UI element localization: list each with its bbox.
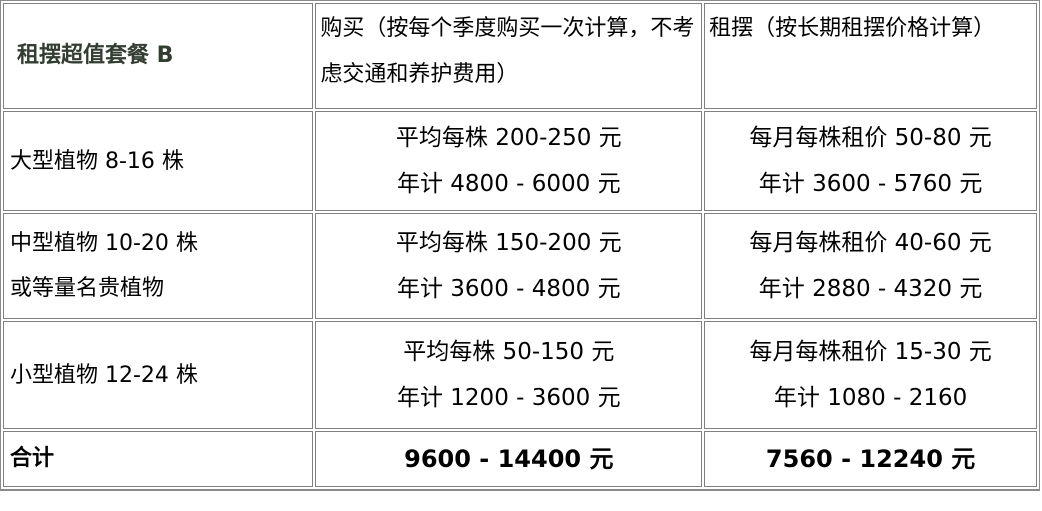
total-buy-cell: 9600 - 14400 元 bbox=[315, 431, 703, 487]
buy-column-header: 购买（按每个季度购买一次计算，不考虑交通和养护费用） bbox=[315, 3, 703, 109]
unit-price-line: 平均每株 150-200 元 bbox=[395, 230, 622, 256]
annual-total-line: 年计 2880 - 4320 元 bbox=[758, 276, 983, 302]
row-total: 合计 9600 - 14400 元 7560 - 12240 元 bbox=[3, 431, 1037, 487]
unit-price-line: 平均每株 50-150 元 bbox=[403, 339, 615, 365]
item-label: 大型植物 8-16 株 bbox=[10, 148, 184, 174]
item-label-line2: 或等量名贵植物 bbox=[10, 276, 165, 301]
item-label: 中型植物 10-20 株 bbox=[10, 231, 198, 256]
unit-price-line: 每月每株租价 15-30 元 bbox=[749, 339, 992, 365]
unit-price-line: 平均每株 200-250 元 bbox=[395, 125, 622, 151]
package-name-cell: 租摆超值套餐 B bbox=[3, 3, 314, 109]
item-cell: 中型植物 10-20 株 或等量名贵植物 bbox=[3, 213, 314, 319]
unit-price-line: 每月每株租价 40-60 元 bbox=[749, 230, 992, 256]
annual-total-line: 年计 1080 - 2160 bbox=[773, 385, 968, 411]
item-cell: 小型植物 12-24 株 bbox=[3, 321, 314, 429]
annual-total-line: 年计 3600 - 4800 元 bbox=[396, 276, 621, 302]
rent-price-cell: 每月每株租价 50-80 元 年计 3600 - 5760 元 bbox=[704, 111, 1037, 211]
row-medium-plants: 中型植物 10-20 株 或等量名贵植物 平均每株 150-200 元 年计 3… bbox=[3, 213, 1037, 319]
row-large-plants: 大型植物 8-16 株 平均每株 200-250 元 年计 4800 - 600… bbox=[3, 111, 1037, 211]
buy-price-cell: 平均每株 200-250 元 年计 4800 - 6000 元 bbox=[315, 111, 703, 211]
pricing-table: 租摆超值套餐 B 购买（按每个季度购买一次计算，不考虑交通和养护费用） 租摆（按… bbox=[0, 0, 1040, 491]
annual-total-line: 年计 1200 - 3600 元 bbox=[396, 385, 621, 411]
buy-price-cell: 平均每株 150-200 元 年计 3600 - 4800 元 bbox=[315, 213, 703, 319]
buy-price-cell: 平均每株 50-150 元 年计 1200 - 3600 元 bbox=[315, 321, 703, 429]
annual-total-line: 年计 4800 - 6000 元 bbox=[396, 171, 621, 197]
item-cell: 大型植物 8-16 株 bbox=[3, 111, 314, 211]
table-header-row: 租摆超值套餐 B 购买（按每个季度购买一次计算，不考虑交通和养护费用） 租摆（按… bbox=[3, 3, 1037, 109]
rent-column-header: 租摆（按长期租摆价格计算） bbox=[704, 3, 1037, 109]
rent-price-cell: 每月每株租价 40-60 元 年计 2880 - 4320 元 bbox=[704, 213, 1037, 319]
unit-price-line: 每月每株租价 50-80 元 bbox=[749, 125, 992, 151]
item-label: 小型植物 12-24 株 bbox=[10, 362, 198, 388]
annual-total-line: 年计 3600 - 5760 元 bbox=[758, 171, 983, 197]
total-rent-cell: 7560 - 12240 元 bbox=[704, 431, 1037, 487]
rent-price-cell: 每月每株租价 15-30 元 年计 1080 - 2160 bbox=[704, 321, 1037, 429]
row-small-plants: 小型植物 12-24 株 平均每株 50-150 元 年计 1200 - 360… bbox=[3, 321, 1037, 429]
total-label-cell: 合计 bbox=[3, 431, 314, 487]
